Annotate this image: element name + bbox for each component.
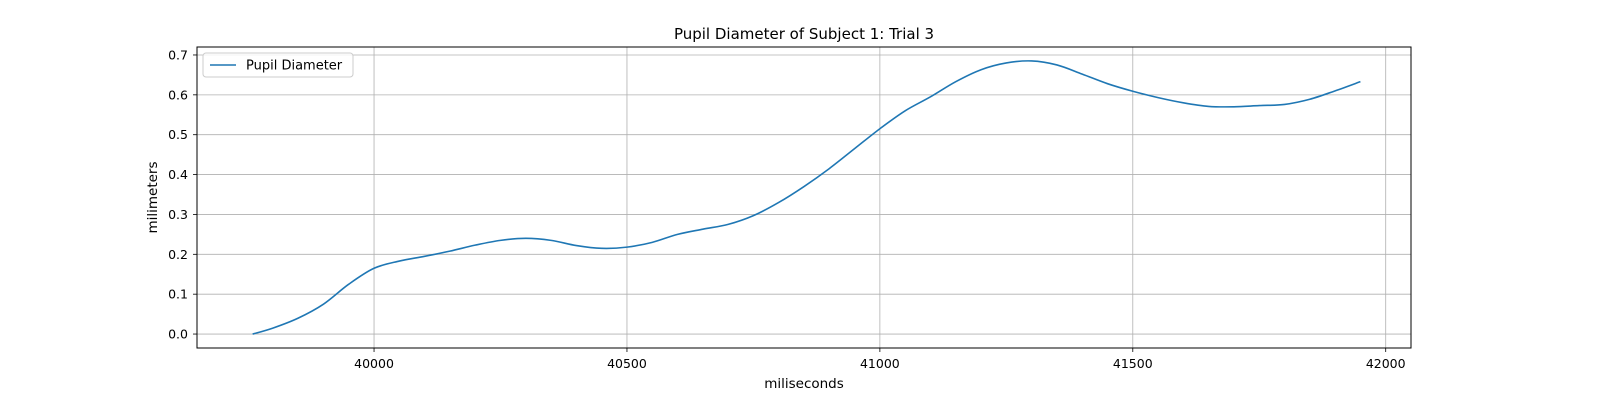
grid bbox=[197, 47, 1411, 348]
y-tick-label: 0.4 bbox=[168, 167, 188, 182]
x-tick-label: 41000 bbox=[860, 356, 900, 371]
y-tick-label: 0.2 bbox=[168, 247, 188, 262]
y-tick-label: 0.1 bbox=[168, 287, 188, 302]
y-axis-label: milimeters bbox=[145, 161, 161, 233]
chart-title: Pupil Diameter of Subject 1: Trial 3 bbox=[674, 25, 934, 43]
y-tick-label: 0.0 bbox=[168, 327, 188, 342]
y-tick-label: 0.6 bbox=[168, 87, 188, 102]
x-tick-label: 40000 bbox=[354, 356, 394, 371]
x-axis: 40000 40500 41000 41500 42000 bbox=[354, 348, 1406, 371]
x-tick-label: 41500 bbox=[1113, 356, 1153, 371]
plot-frame bbox=[196, 46, 1412, 349]
series-layer bbox=[252, 60, 1361, 335]
legend: Pupil Diameter bbox=[202, 52, 354, 78]
x-tick-label: 42000 bbox=[1366, 356, 1406, 371]
x-axis-label: miliseconds bbox=[764, 376, 844, 392]
series-line-pupil-diameter bbox=[252, 60, 1361, 335]
y-tick-label: 0.5 bbox=[168, 127, 188, 142]
legend-box bbox=[202, 52, 354, 78]
y-tick-label: 0.3 bbox=[168, 207, 188, 222]
y-axis: 0.0 0.1 0.2 0.3 0.4 0.5 0.6 0.7 bbox=[168, 47, 197, 342]
y-tick-label: 0.7 bbox=[168, 47, 188, 62]
x-tick-label: 40500 bbox=[607, 356, 647, 371]
legend-label: Pupil Diameter bbox=[246, 59, 343, 74]
